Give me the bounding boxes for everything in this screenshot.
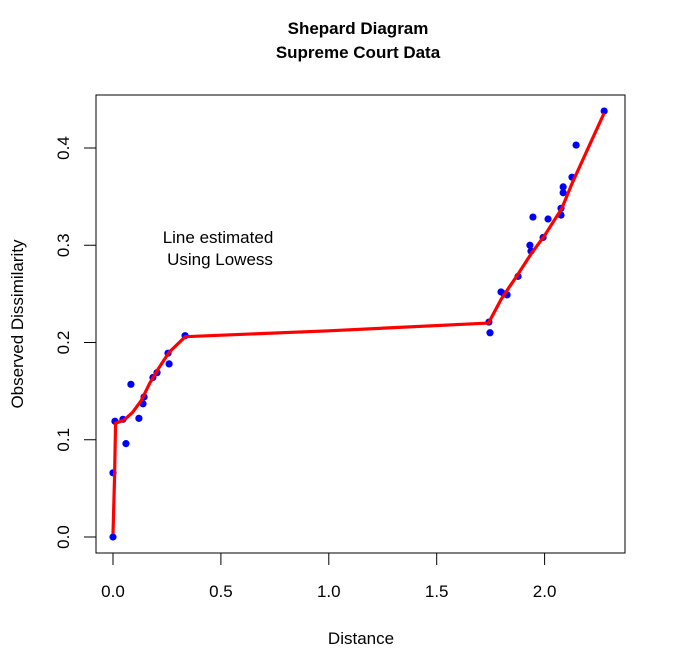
x-axis-label: Distance bbox=[328, 629, 394, 648]
x-tick-label: 0.5 bbox=[209, 582, 233, 601]
data-point bbox=[135, 414, 143, 422]
data-point bbox=[600, 107, 608, 115]
y-tick-label: 0.3 bbox=[54, 233, 73, 257]
data-point bbox=[526, 241, 534, 249]
data-point bbox=[486, 329, 494, 337]
annotation-line-2: Using Lowess bbox=[167, 250, 273, 269]
y-tick-label: 0.2 bbox=[54, 331, 73, 355]
annotation-line-1: Line estimated bbox=[163, 228, 274, 247]
data-point bbox=[559, 183, 567, 191]
y-axis-label: Observed Dissimilarity bbox=[8, 239, 27, 409]
x-tick-label: 1.0 bbox=[317, 582, 341, 601]
y-tick-label: 0.4 bbox=[54, 136, 73, 160]
lowess-line bbox=[111, 112, 606, 535]
lowess-line-group bbox=[111, 112, 606, 535]
data-points bbox=[109, 107, 608, 541]
plot-frame bbox=[95, 94, 626, 554]
chart-title: Shepard Diagram bbox=[288, 19, 429, 38]
data-point bbox=[122, 440, 130, 448]
data-point bbox=[165, 360, 173, 368]
x-axis: 0.0 0.5 1.0 1.5 2.0 bbox=[101, 552, 557, 601]
data-point bbox=[127, 380, 135, 388]
data-point bbox=[109, 533, 117, 541]
y-axis: 0.0 0.1 0.2 0.3 0.4 bbox=[54, 136, 97, 549]
data-point bbox=[529, 213, 537, 221]
x-tick-label: 1.5 bbox=[425, 582, 449, 601]
chart-subtitle: Supreme Court Data bbox=[276, 43, 441, 62]
x-tick-label: 0.0 bbox=[101, 582, 125, 601]
data-point bbox=[559, 189, 567, 197]
y-tick-label: 0.1 bbox=[54, 428, 73, 452]
data-point bbox=[544, 215, 552, 223]
y-tick-label: 0.0 bbox=[54, 525, 73, 549]
x-tick-label: 2.0 bbox=[533, 582, 557, 601]
data-point bbox=[572, 141, 580, 149]
